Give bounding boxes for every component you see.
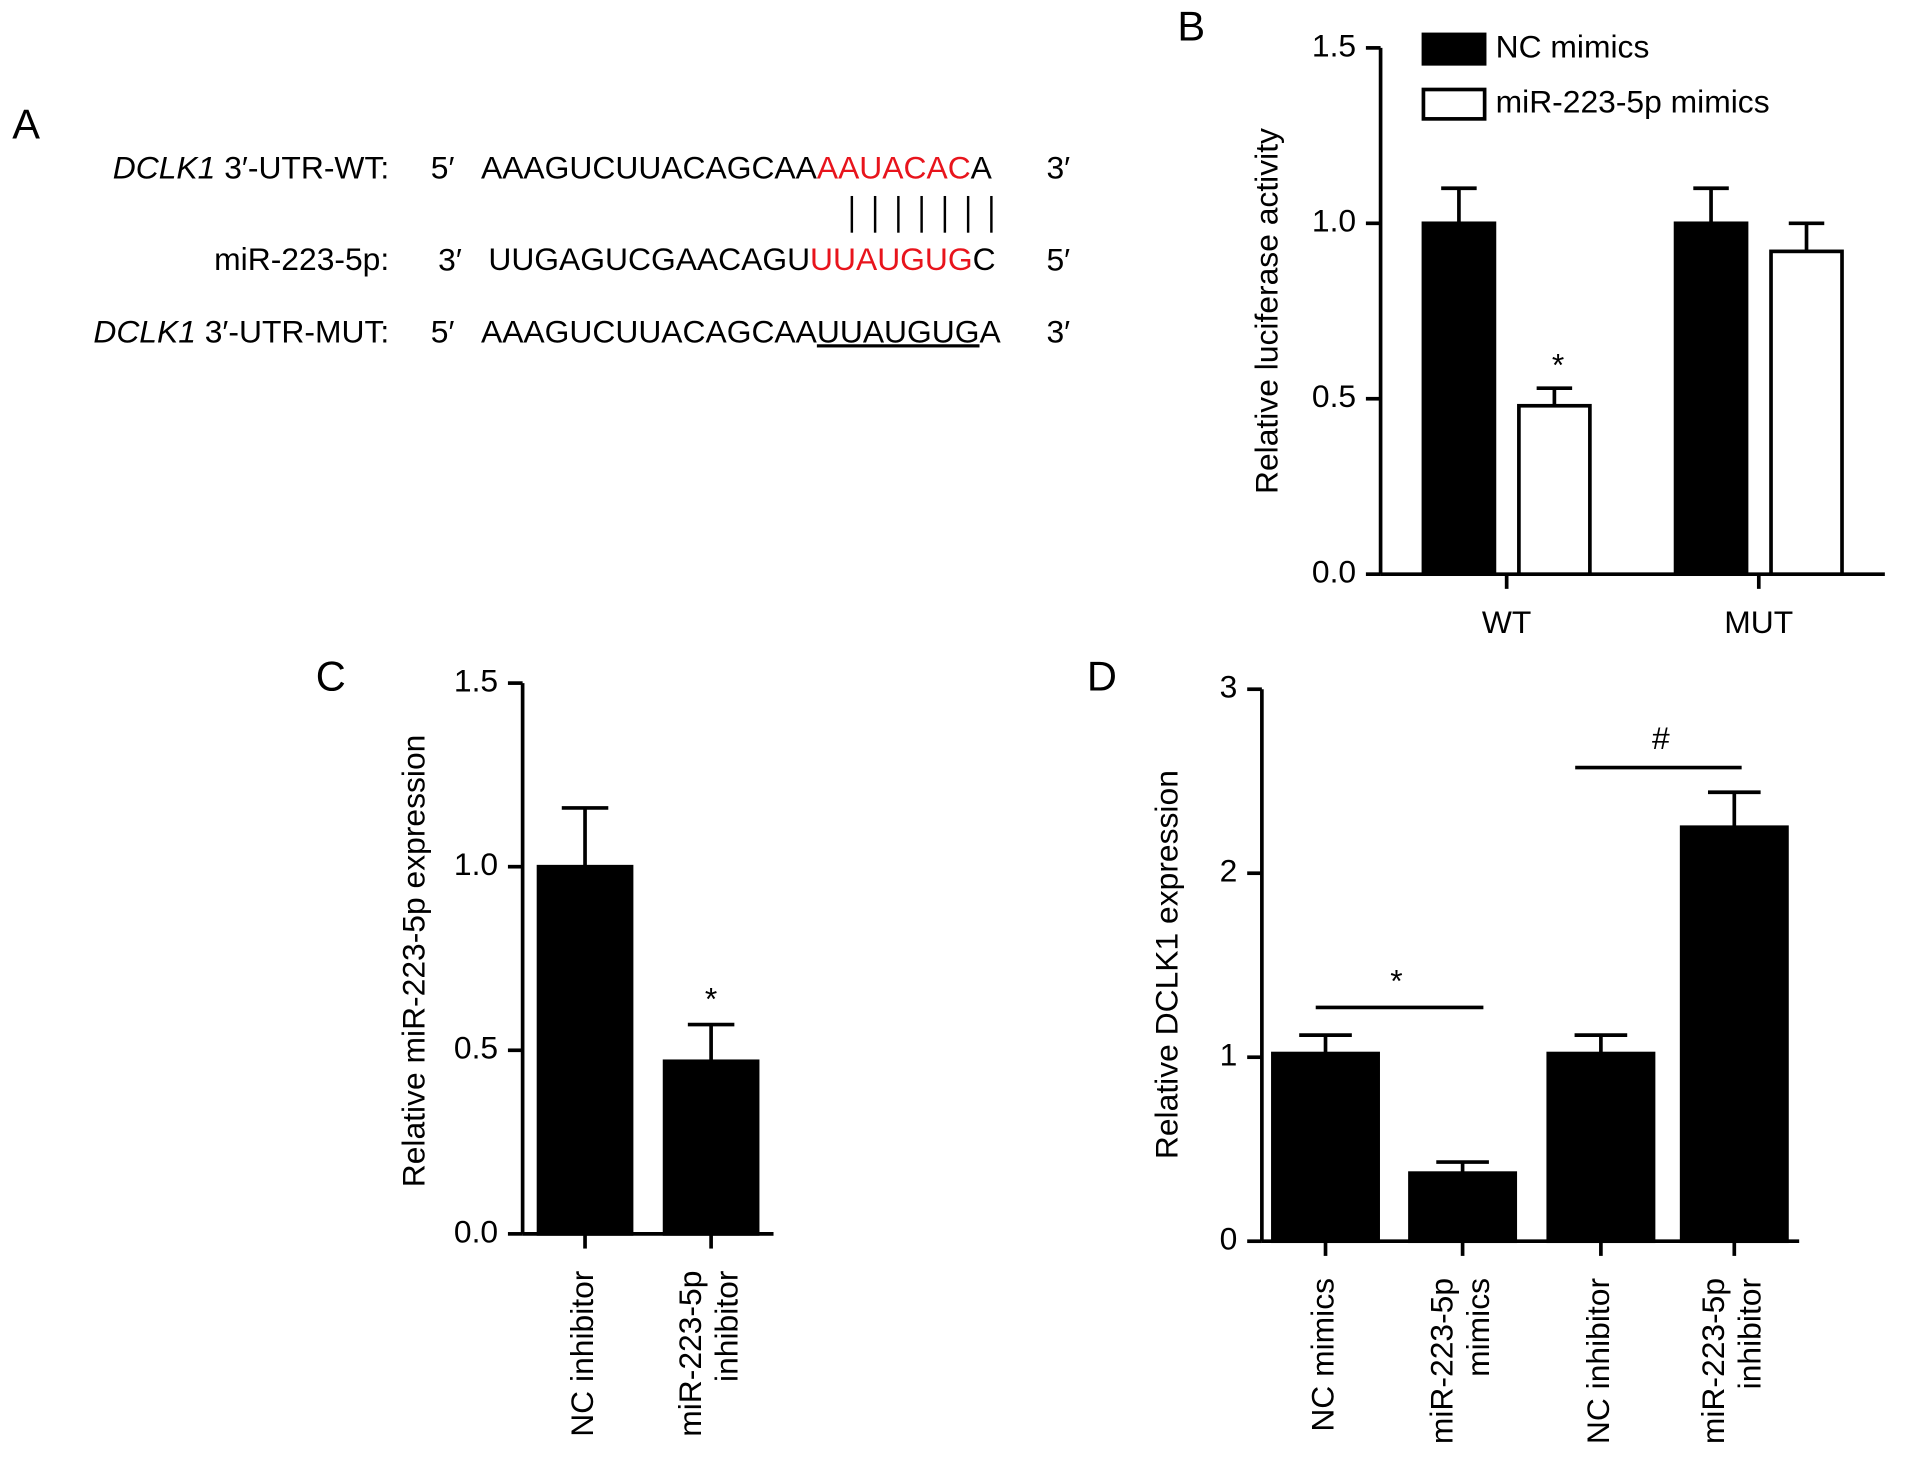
strand-end: 5′ bbox=[431, 314, 455, 350]
bar bbox=[1271, 1051, 1380, 1244]
y-tick-label: 0.0 bbox=[454, 1213, 498, 1249]
bar bbox=[1408, 1171, 1518, 1244]
annotation: # bbox=[1652, 720, 1670, 756]
x-tick-label: miR-223-5pmimics bbox=[1424, 1278, 1497, 1444]
sequence: UUGAGUCGAACAGUUUAUGUGC bbox=[488, 241, 995, 277]
legend-label: NC mimics bbox=[1496, 29, 1650, 65]
y-axis-label: Relative DCLK1 expression bbox=[1148, 770, 1184, 1159]
sequence-segment: C bbox=[973, 241, 996, 277]
annotation: * bbox=[705, 981, 717, 1017]
sequence-segment: A bbox=[979, 314, 1001, 350]
row-label: DCLK1 3′-UTR-WT: bbox=[113, 150, 389, 186]
bar bbox=[1673, 221, 1749, 577]
y-tick-label: 1.0 bbox=[1312, 203, 1356, 239]
y-axis-label: Relative miR-223-5p expression bbox=[396, 735, 432, 1188]
x-tick-label: MUT bbox=[1724, 604, 1793, 640]
y-tick-label: 1.5 bbox=[1312, 27, 1356, 63]
annotation: * bbox=[1552, 347, 1564, 383]
panel-letter: C bbox=[316, 652, 346, 699]
panel-letter: A bbox=[12, 100, 40, 147]
row-label: DCLK1 3′-UTR-MUT: bbox=[93, 314, 389, 350]
legend-swatch bbox=[1421, 32, 1487, 66]
sequence-segment: UUGAGUCGAACAGU bbox=[488, 241, 810, 277]
row-label-part: 3′-UTR-WT: bbox=[215, 150, 389, 186]
bar bbox=[536, 864, 634, 1236]
sequence-segment: A bbox=[971, 150, 993, 186]
sequence-segment: UUAUGUG bbox=[817, 314, 980, 350]
sequence-segment: AAAGUCUUACAGCAA bbox=[481, 150, 818, 186]
bar bbox=[1517, 403, 1592, 577]
sequence: AAAGUCUUACAGCAAAAUACACA bbox=[481, 150, 993, 186]
x-tick-label: WT bbox=[1482, 604, 1531, 640]
pairing-lines bbox=[850, 195, 993, 233]
bar bbox=[1679, 825, 1789, 1244]
y-tick-label: 3 bbox=[1220, 669, 1238, 705]
bar bbox=[1421, 221, 1497, 577]
strand-end: 3′ bbox=[1046, 150, 1070, 186]
sequence-segment: UUAUGUG bbox=[810, 241, 973, 277]
bar bbox=[1769, 249, 1844, 577]
sequence-segment: AAAGUCUUACAGCAA bbox=[481, 314, 818, 350]
y-tick-label: 1.5 bbox=[454, 663, 498, 699]
y-tick-label: 2 bbox=[1220, 853, 1238, 889]
row-label-part: DCLK1 bbox=[113, 150, 216, 186]
y-tick-label: 0.5 bbox=[454, 1030, 498, 1066]
y-axis-label: Relative luciferase activity bbox=[1249, 128, 1285, 494]
y-tick-label: 1.0 bbox=[454, 846, 498, 882]
y-tick-label: 0 bbox=[1220, 1221, 1238, 1257]
x-tick-label: NC inhibitor bbox=[1580, 1278, 1616, 1445]
sequence: AAAGUCUUACAGCAAUUAUGUGA bbox=[481, 314, 1001, 350]
panel-letter: B bbox=[1177, 3, 1205, 50]
strand-end: 3′ bbox=[1046, 314, 1070, 350]
annotation: * bbox=[1390, 962, 1402, 998]
panel-letter: D bbox=[1087, 652, 1117, 699]
strand-end: 5′ bbox=[1046, 241, 1070, 277]
legend-swatch bbox=[1421, 87, 1487, 121]
sequence-segment: AAUACAC bbox=[817, 150, 971, 186]
bar bbox=[662, 1059, 760, 1236]
row-label-part: DCLK1 bbox=[93, 314, 196, 350]
x-tick-label: miR-223-5pinhibitor bbox=[672, 1270, 745, 1437]
y-tick-label: 1 bbox=[1220, 1037, 1238, 1073]
y-tick-label: 0.5 bbox=[1312, 378, 1356, 414]
x-tick-label: NC inhibitor bbox=[564, 1270, 600, 1437]
x-tick-label: NC mimics bbox=[1305, 1278, 1341, 1432]
row-label: miR-223-5p: bbox=[214, 241, 389, 277]
row-label-part: miR-223-5p: bbox=[214, 241, 389, 277]
x-tick-label: miR-223-5pinhibitor bbox=[1695, 1278, 1768, 1445]
strand-end: 3′ bbox=[438, 241, 462, 277]
bar bbox=[1546, 1051, 1656, 1244]
legend-label: miR-223-5p mimics bbox=[1496, 84, 1770, 120]
y-tick-label: 0.0 bbox=[1312, 554, 1356, 590]
row-label-part: 3′-UTR-MUT: bbox=[196, 314, 389, 350]
strand-end: 5′ bbox=[431, 150, 455, 186]
